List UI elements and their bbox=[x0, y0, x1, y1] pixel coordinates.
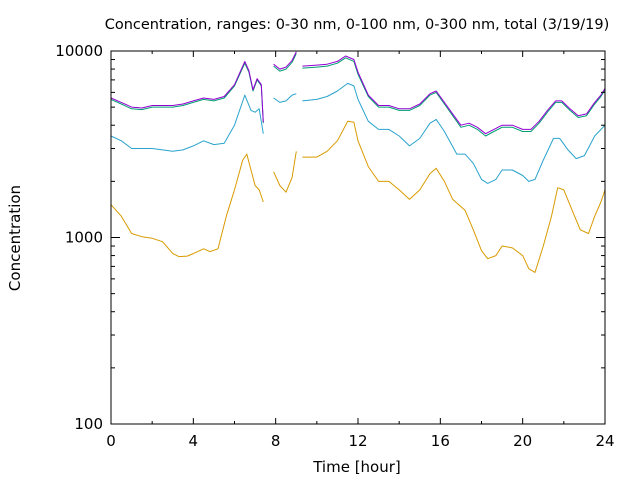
x-tick-label: 12 bbox=[348, 432, 367, 450]
x-tick-label: 16 bbox=[431, 432, 450, 450]
x-tick-label: 0 bbox=[106, 432, 116, 450]
y-axis-label: Concentration bbox=[6, 185, 24, 291]
y-tick-label: 100 bbox=[74, 415, 103, 433]
x-tick-label: 24 bbox=[595, 432, 614, 450]
series-2-segment-1 bbox=[110, 94, 264, 152]
x-tick-label: 8 bbox=[271, 432, 281, 450]
series-layer bbox=[110, 51, 606, 273]
series-1-segment-1 bbox=[110, 153, 264, 258]
y-tick-label: 10000 bbox=[55, 42, 103, 60]
series-4-segment-1 bbox=[110, 60, 264, 123]
series-4-segment-2 bbox=[273, 51, 297, 70]
series-1-segment-2 bbox=[273, 151, 297, 193]
plot-frame bbox=[110, 50, 606, 425]
x-axis-label: Time [hour] bbox=[312, 458, 401, 476]
series-1-segment-3 bbox=[302, 120, 606, 273]
series-4-segment-3 bbox=[302, 55, 606, 135]
series-2-segment-2 bbox=[273, 93, 297, 103]
x-tick-label: 20 bbox=[513, 432, 532, 450]
series-2-segment-3 bbox=[302, 82, 606, 184]
y-tick-label: 1000 bbox=[65, 229, 103, 247]
series-3-segment-3 bbox=[302, 57, 606, 137]
chart-title: Concentration, ranges: 0-30 nm, 0-100 nm… bbox=[105, 17, 610, 33]
series-3-segment-2 bbox=[273, 53, 297, 72]
x-tick-label: 4 bbox=[189, 432, 199, 450]
ticks-layer: 0 4 8 12 16 20 24 100 1000 10000 bbox=[55, 42, 614, 450]
